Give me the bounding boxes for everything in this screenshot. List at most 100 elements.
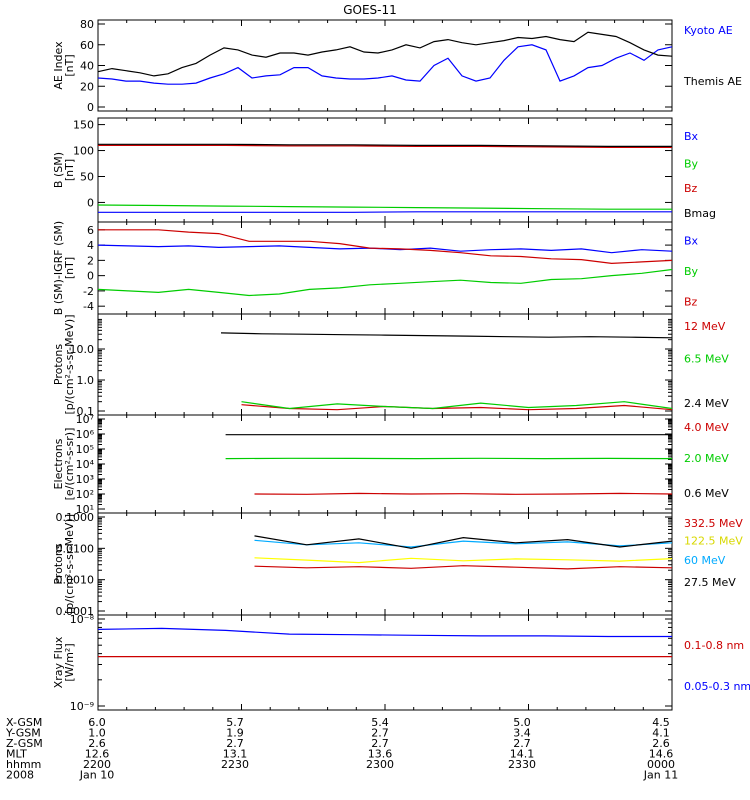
y-tick-label-electrons: 10¹	[76, 503, 94, 516]
panel-frame-electrons	[97, 414, 673, 514]
y-tick-label-ae: 60	[80, 39, 94, 52]
y-tick-label-digrf: -2	[83, 285, 94, 298]
series-line-protons1-0	[241, 404, 673, 411]
footer-row-label: hhmm	[6, 758, 41, 771]
footer-cell: Jan 10	[79, 769, 114, 782]
y-axis-label-protons2: Protons	[52, 543, 65, 584]
y-tick-label-protons2: 0.0010	[56, 574, 95, 587]
legend-label-electrons-1: 2.0 MeV	[684, 452, 729, 465]
legend-label-digrf-2: Bz	[684, 296, 698, 309]
legend-label-protons2-0: 332.5 MeV	[684, 517, 743, 530]
footer-cell: 1.9	[226, 727, 244, 740]
y-tick-label-digrf: 2	[87, 254, 94, 267]
y-tick-label-electrons: 10⁴	[76, 458, 95, 471]
legend-label-protons1-1: 6.5 MeV	[684, 352, 729, 365]
y-tick-label-protons1: 0.1	[77, 405, 95, 418]
y-tick-label-bsm: 100	[73, 145, 94, 158]
legend-label-bsm-0: Bx	[684, 130, 699, 143]
legend-label-xray-1: 0.05-0.3 nm	[684, 680, 750, 693]
y-tick-label-electrons: 10⁵	[76, 443, 94, 456]
y-tick-label-bsm: 0	[87, 196, 94, 209]
legend-label-protons2-1: 122.5 MeV	[684, 534, 743, 547]
legend-label-protons2-3: 27.5 MeV	[684, 576, 736, 589]
series-line-bsm-2	[98, 144, 672, 148]
y-tick-label-ae: 80	[80, 18, 94, 31]
y-tick-label-digrf: 0	[87, 270, 94, 283]
legend-label-electrons-2: 0.6 MeV	[684, 487, 729, 500]
y-axis-label-digrf: [nT]	[63, 257, 76, 279]
panel-frame-protons1	[97, 313, 673, 416]
y-tick-label-bsm: 150	[73, 119, 94, 132]
legend-label-protons1-2: 2.4 MeV	[684, 397, 729, 410]
legend-label-digrf-1: By	[684, 265, 699, 278]
y-axis-label-electrons: [e/(cm²-s-sr)]	[63, 428, 76, 501]
y-tick-label-xray: 10⁻⁹	[70, 700, 94, 713]
footer-cell: 5.7	[226, 716, 244, 729]
y-tick-label-ae: 40	[80, 60, 94, 73]
legend-label-protons1-0: 12 MeV	[684, 320, 726, 333]
y-axis-label-xray: [W/m²]	[63, 643, 76, 681]
legend-label-digrf-0: Bx	[684, 235, 699, 248]
y-tick-label-ae: 20	[80, 80, 94, 93]
y-tick-label-electrons: 10⁷	[76, 413, 94, 426]
footer-row-label: X-GSM	[6, 716, 42, 729]
footer-cell: 5.0	[513, 716, 531, 729]
footer-cell: 6.0	[88, 716, 106, 729]
footer-cell: 4.1	[652, 727, 670, 740]
y-tick-label-electrons: 10⁶	[76, 428, 95, 441]
y-tick-label-xray: 10⁻⁸	[70, 613, 95, 626]
y-tick-label-electrons: 10²	[76, 488, 94, 501]
y-tick-label-protons2: 0.0100	[56, 542, 95, 555]
panel-frame-bsm	[97, 117, 673, 223]
footer-cell: 2330	[508, 758, 536, 771]
footer-row-label: Y-GSM	[5, 727, 41, 740]
footer-cell: 2.7	[371, 737, 389, 750]
y-axis-label-ae: [nT]	[63, 54, 76, 76]
y-axis-label-protons1: [p/(cm²-s-sr-MeV)]	[63, 315, 76, 415]
y-tick-label-protons1: 1.0	[77, 374, 95, 387]
y-tick-label-protons2: 0.1000	[56, 511, 95, 524]
y-axis-label-xray: Xray Flux	[52, 636, 65, 688]
series-line-protons2-0	[254, 565, 673, 570]
series-line-electrons-0	[254, 492, 673, 495]
footer-cell: 2.7	[513, 737, 531, 750]
footer-cell: 13.6	[368, 748, 393, 761]
legend-label-electrons-0: 4.0 MeV	[684, 421, 729, 434]
footer-cell: 13.1	[223, 748, 248, 761]
y-tick-label-protons1: 10.0	[70, 343, 95, 356]
legend-label-ae-0: Kyoto AE	[684, 24, 733, 37]
footer-cell: 2.7	[371, 727, 389, 740]
plot-title: GOES-11	[343, 3, 397, 17]
y-axis-label-bsm: B (SM)	[52, 152, 65, 188]
series-line-bsm-3	[98, 143, 672, 147]
series-line-protons2-1	[254, 557, 673, 564]
y-axis-label-bsm: [nT]	[63, 159, 76, 181]
legend-label-ae-1: Themis AE	[683, 75, 742, 88]
footer-cell: 1.0	[88, 727, 106, 740]
y-axis-label-electrons: Electrons	[52, 438, 65, 489]
legend-label-protons2-2: 60 MeV	[684, 554, 726, 567]
series-line-bsm-1	[97, 204, 672, 210]
footer-row-label: Z-GSM	[6, 737, 43, 750]
series-line-ae-1	[97, 31, 673, 77]
series-line-protons1-1	[241, 401, 673, 410]
series-line-protons2-3	[254, 535, 673, 549]
footer-cell: 14.6	[649, 748, 674, 761]
footer-cell: 2200	[83, 758, 111, 771]
series-line-digrf-2	[98, 229, 673, 265]
series-line-ae-0	[97, 44, 673, 85]
series-line-bsm-0	[98, 211, 672, 213]
footer-row-label: 2008	[6, 769, 34, 782]
footer-cell: Jan 11	[643, 769, 678, 782]
footer-cell: 2300	[366, 758, 394, 771]
y-tick-label-digrf: 4	[87, 239, 94, 252]
legend-label-xray-0: 0.1-0.8 nm	[684, 639, 744, 652]
y-axis-label-digrf: B (SM)-IGRF (SM)	[52, 221, 65, 315]
y-tick-label-digrf: 6	[87, 224, 94, 237]
legend-label-bsm-1: By	[684, 158, 699, 171]
footer-row-label: MLT	[6, 748, 27, 761]
footer-cell: 12.6	[85, 748, 110, 761]
panel-frame-digrf	[97, 221, 673, 315]
footer-cell: 2.7	[226, 737, 244, 750]
